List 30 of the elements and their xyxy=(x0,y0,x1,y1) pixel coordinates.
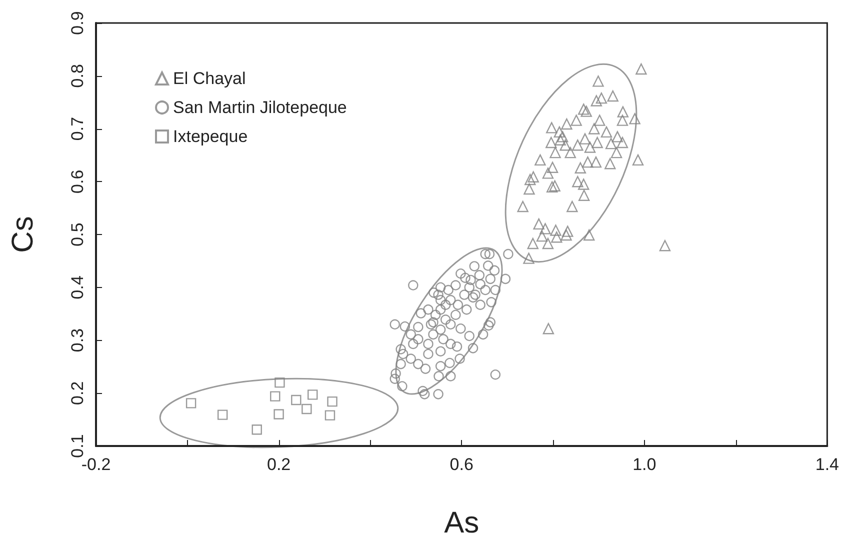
point xyxy=(274,377,285,388)
point xyxy=(270,391,280,402)
x-tick-label: 1.0 xyxy=(632,455,656,474)
y-tick-label: 0.6 xyxy=(68,170,87,194)
legend-label: Ixtepeque xyxy=(173,127,248,146)
y-tick-label: 0.5 xyxy=(68,222,87,246)
x-tick-label: 0.6 xyxy=(450,455,474,474)
y-tick-label: 0.7 xyxy=(68,116,87,141)
x-axis-title: As xyxy=(444,506,480,540)
point xyxy=(291,394,302,406)
point xyxy=(308,390,318,400)
point xyxy=(252,424,262,435)
legend-label: El Chayal xyxy=(173,69,246,88)
x-tick-label: 1.4 xyxy=(815,455,840,474)
y-tick-label: 0.4 xyxy=(68,276,87,300)
legend-label: San Martin Jilotepeque xyxy=(173,98,347,117)
y-tick-label: 0.3 xyxy=(68,328,87,352)
point xyxy=(217,410,228,420)
point xyxy=(302,404,312,414)
x-tick-label: 0.2 xyxy=(266,455,291,474)
point xyxy=(327,396,338,407)
y-tick-label: 0.2 xyxy=(68,381,87,405)
point xyxy=(186,398,196,408)
y-tick-label: 0.8 xyxy=(68,64,87,88)
x-tick-label: -0.2 xyxy=(81,455,111,474)
point xyxy=(324,410,336,420)
y-tick-label: 0.1 xyxy=(68,434,87,458)
y-axis-title: Cs xyxy=(6,216,40,253)
y-tick-label: 0.9 xyxy=(68,11,87,35)
point xyxy=(274,409,284,420)
